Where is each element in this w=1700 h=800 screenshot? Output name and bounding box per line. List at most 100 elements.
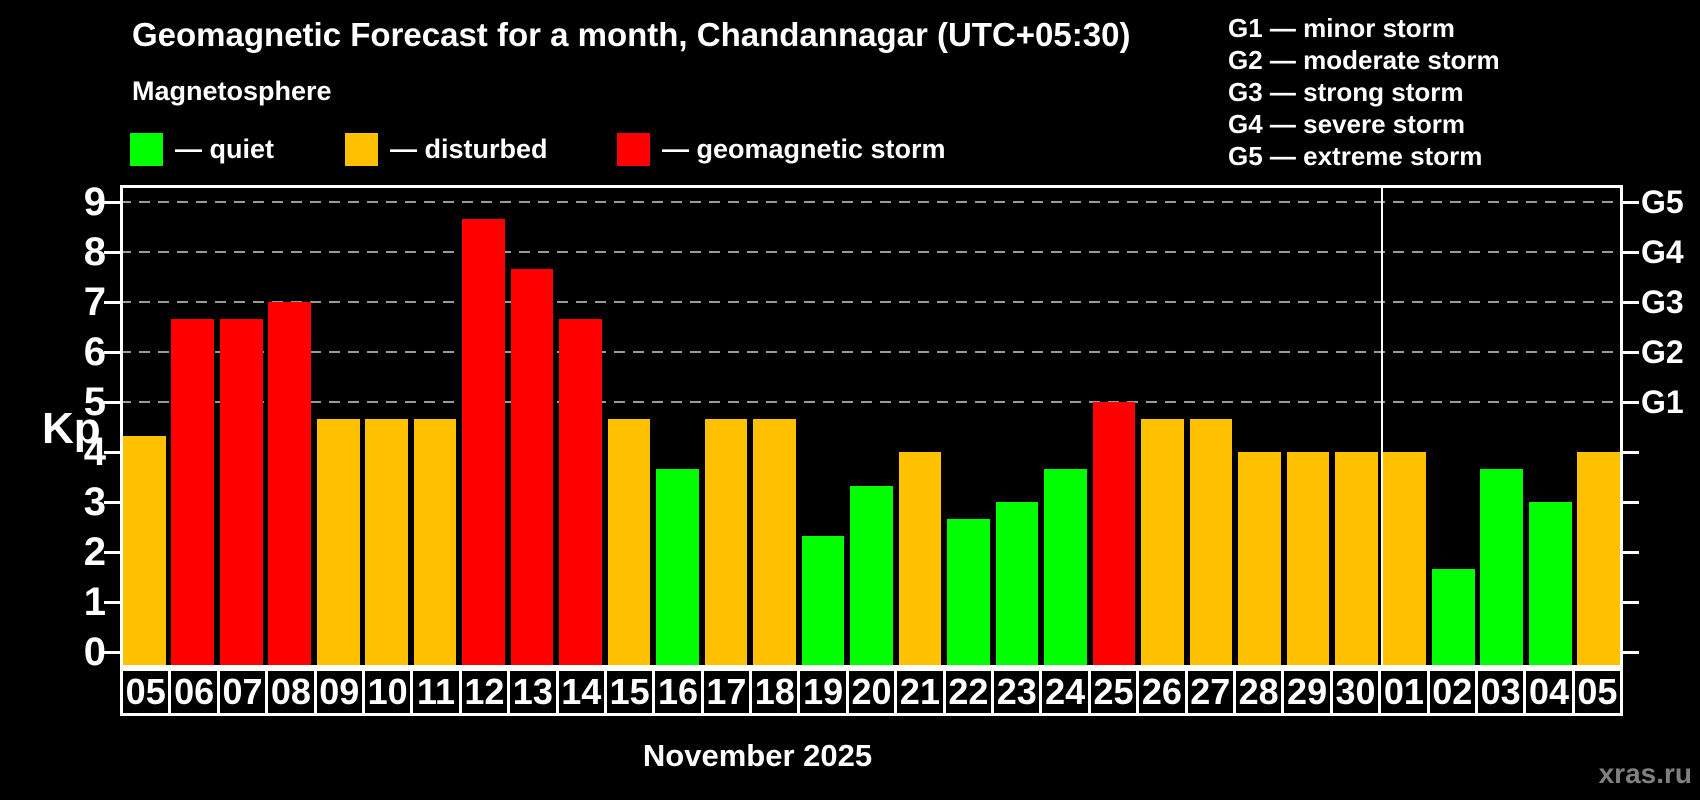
- kp-bar-day-06: [171, 318, 215, 668]
- g-level-label-g5: G5: [1641, 184, 1684, 220]
- day-label-box-16: 16: [652, 668, 704, 716]
- day-label-box-12: 12: [458, 668, 511, 716]
- y-axis-tick-right-2: [1623, 551, 1639, 554]
- y-tick-label-2: 2: [83, 530, 106, 574]
- kp-bar-day-09: [316, 418, 360, 668]
- day-label-box-02: 02: [1426, 668, 1478, 716]
- kp-bar-day-24: [1044, 468, 1087, 668]
- g-legend-line-1: G1 — minor storm: [1228, 13, 1455, 43]
- day-label-box-07: 07: [216, 668, 269, 716]
- day-label-box-20: 20: [845, 668, 898, 716]
- y-axis-tick-right-3: [1623, 501, 1639, 504]
- kp-bar-day-11: [413, 418, 457, 668]
- legend-item-quiet: — quiet: [130, 132, 274, 166]
- kp-bar-day-16: [656, 468, 699, 668]
- y-tick-label-6: 6: [83, 330, 106, 374]
- day-label-box-24: 24: [1039, 668, 1091, 716]
- day-label-box-10: 10: [361, 668, 414, 716]
- y-tick-label-8: 8: [83, 230, 106, 274]
- y-axis-tick-right-7: [1623, 301, 1639, 304]
- kp-bar-day-17: [704, 418, 748, 668]
- y-tick-label-7: 7: [83, 280, 106, 324]
- day-label-box-05: 05: [1571, 668, 1624, 716]
- legend-label-storm: — geomagnetic storm: [662, 133, 946, 164]
- kp-bar-day-25: [1092, 402, 1136, 668]
- y-tick-label-4: 4: [83, 430, 106, 474]
- day-label-box-30: 30: [1329, 668, 1382, 716]
- y-axis-tick-left-9: [104, 201, 120, 204]
- legend-label-disturbed: — disturbed: [390, 133, 548, 164]
- y-tick-label-0: 0: [83, 630, 106, 674]
- kp-bar-day-22: [947, 518, 990, 668]
- chart-title: Geomagnetic Forecast for a month, Chanda…: [132, 16, 1131, 53]
- kp-bar-day-01: [1383, 452, 1427, 668]
- legend-item-disturbed: — disturbed: [345, 132, 548, 166]
- kp-bar-day-23: [995, 502, 1039, 668]
- y-axis-tick-right-0: [1623, 651, 1639, 654]
- gridline-kp-8: [120, 251, 1623, 253]
- y-axis-tick-left-8: [104, 251, 120, 254]
- y-tick-label-1: 1: [83, 580, 106, 624]
- day-label-box-23: 23: [991, 668, 1043, 716]
- kp-bar-day-10: [365, 418, 408, 668]
- kp-bar-day-13: [510, 268, 554, 668]
- day-label-box-14: 14: [555, 668, 607, 716]
- kp-bar-day-26: [1141, 418, 1184, 668]
- day-label-box-17: 17: [700, 668, 753, 716]
- y-axis-tick-right-6: [1623, 351, 1639, 354]
- kp-bar-day-14: [559, 318, 602, 668]
- y-axis-tick-right-9: [1623, 201, 1639, 204]
- day-label-box-29: 29: [1281, 668, 1333, 716]
- legend-label-quiet: — quiet: [175, 133, 274, 164]
- kp-bar-day-18: [753, 418, 796, 668]
- disturbed-swatch-icon: [345, 132, 378, 166]
- day-label-box-15: 15: [603, 668, 656, 716]
- legend-item-storm: — geomagnetic storm: [617, 132, 946, 166]
- g-scale-legend: G1 — minor storm G2 — moderate storm G3 — …: [1228, 12, 1500, 172]
- day-label-box-01: 01: [1378, 668, 1430, 716]
- day-label-box-27: 27: [1184, 668, 1236, 716]
- g-legend-line-5: G5 — extreme storm: [1228, 141, 1483, 171]
- y-axis-tick-left-4: [104, 451, 120, 454]
- month-separator-line: [1380, 185, 1383, 668]
- day-label-box-09: 09: [313, 668, 365, 716]
- gridline-kp-9: [120, 201, 1623, 203]
- g-legend-line-4: G4 — severe storm: [1228, 109, 1466, 139]
- storm-swatch-icon: [617, 132, 650, 166]
- day-label-box-18: 18: [749, 668, 801, 716]
- g-level-label-g3: G3: [1641, 284, 1684, 320]
- y-tick-label-3: 3: [83, 480, 106, 524]
- y-axis-tick-left-0: [104, 651, 120, 654]
- day-label-box-25: 25: [1087, 668, 1140, 716]
- day-label-box-04: 04: [1523, 668, 1575, 716]
- day-label-box-05: 05: [120, 668, 172, 716]
- day-label-box-22: 22: [942, 668, 995, 716]
- kp-bar-day-20: [850, 485, 893, 668]
- g-legend-line-3: G3 — strong storm: [1228, 77, 1464, 107]
- day-label-box-26: 26: [1136, 668, 1188, 716]
- watermark: xras.ru: [1598, 758, 1692, 789]
- y-axis-tick-left-1: [104, 601, 120, 604]
- day-label-box-06: 06: [168, 668, 220, 716]
- y-axis-tick-left-3: [104, 501, 120, 504]
- g-legend-line-2: G2 — moderate storm: [1228, 45, 1500, 75]
- y-axis-label: Kp: [42, 404, 101, 453]
- day-label-box-21: 21: [894, 668, 946, 716]
- g-level-label-g1: G1: [1641, 384, 1684, 420]
- kp-bar-day-08: [268, 302, 312, 668]
- kp-bar-day-12: [462, 218, 505, 668]
- gridline-kp-7: [120, 301, 1623, 303]
- y-axis-tick-left-6: [104, 351, 120, 354]
- kp-bar-day-05: [122, 435, 166, 668]
- y-axis-tick-left-7: [104, 301, 120, 304]
- y-axis-tick-right-1: [1623, 601, 1639, 604]
- y-axis-tick-right-5: [1623, 401, 1639, 404]
- day-label-box-11: 11: [410, 668, 462, 716]
- kp-bar-day-29: [1286, 452, 1330, 668]
- g-level-label-g2: G2: [1641, 334, 1684, 370]
- gridline-kp-5: [120, 401, 1623, 403]
- kp-bar-day-04: [1528, 502, 1572, 668]
- x-axis-day-labels: 05 06 07 08 09 10 11 12 13 14 15 16 17 18 19 20 21 22 23 24…: [120, 668, 1624, 716]
- day-label-box-13: 13: [507, 668, 559, 716]
